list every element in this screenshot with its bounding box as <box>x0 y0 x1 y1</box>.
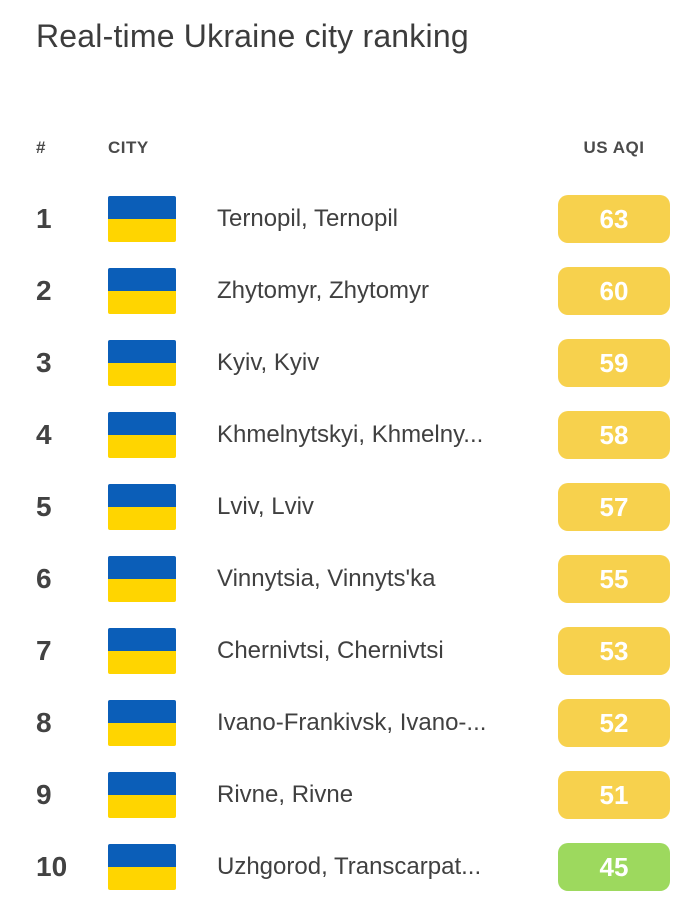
header-rank: # <box>36 138 46 157</box>
ukraine-flag-icon <box>108 484 176 530</box>
aqi-value: 60 <box>599 275 629 306</box>
page-title: Real-time Ukraine city ranking <box>36 18 469 54</box>
city-name: Zhytomyr, Zhytomyr <box>217 277 430 304</box>
flag-yellow-stripe <box>108 435 176 458</box>
ukraine-flag-icon <box>108 340 176 386</box>
ranking-list: 1 Ternopil, Ternopil 63 2 Zhytomyr, Zhyt… <box>36 195 670 891</box>
flag-blue-stripe <box>108 844 176 867</box>
flag-blue-stripe <box>108 700 176 723</box>
aqi-badge: 55 <box>558 555 670 603</box>
table-row[interactable]: 9 Rivne, Rivne 51 <box>36 771 670 819</box>
rank-number: 4 <box>36 419 52 450</box>
aqi-badge: 63 <box>558 195 670 243</box>
rank-number: 8 <box>36 707 52 738</box>
aqi-value: 63 <box>599 203 629 234</box>
table-row[interactable]: 3 Kyiv, Kyiv 59 <box>36 339 670 387</box>
flag-yellow-stripe <box>108 651 176 674</box>
city-name: Vinnytsia, Vinnyts'ka <box>217 565 436 592</box>
flag-yellow-stripe <box>108 795 176 818</box>
flag-yellow-stripe <box>108 579 176 602</box>
flag-yellow-stripe <box>108 867 176 890</box>
ukraine-flag-icon <box>108 844 176 890</box>
table-row[interactable]: 2 Zhytomyr, Zhytomyr 60 <box>36 267 670 315</box>
table-row[interactable]: 10 Uzhgorod, Transcarpat... 45 <box>36 843 670 891</box>
rank-number: 1 <box>36 203 52 234</box>
ukraine-flag-icon <box>108 700 176 746</box>
aqi-badge: 58 <box>558 411 670 459</box>
aqi-value: 51 <box>599 779 629 810</box>
table-row[interactable]: 7 Chernivtsi, Chernivtsi 53 <box>36 627 670 675</box>
table-header: # CITY US AQI <box>36 138 670 158</box>
aqi-value: 53 <box>599 635 629 666</box>
flag-yellow-stripe <box>108 507 176 530</box>
ukraine-flag-icon <box>108 628 176 674</box>
table-row[interactable]: 5 Lviv, Lviv 57 <box>36 483 670 531</box>
aqi-value: 45 <box>599 851 629 882</box>
rank-number: 5 <box>36 491 52 522</box>
rank-number: 7 <box>36 635 52 666</box>
aqi-value: 58 <box>599 419 629 450</box>
flag-blue-stripe <box>108 268 176 291</box>
aqi-badge: 52 <box>558 699 670 747</box>
flag-blue-stripe <box>108 772 176 795</box>
rank-number: 3 <box>36 347 52 378</box>
flag-yellow-stripe <box>108 219 176 242</box>
aqi-badge: 53 <box>558 627 670 675</box>
flag-blue-stripe <box>108 196 176 219</box>
aqi-value: 59 <box>599 347 629 378</box>
flag-blue-stripe <box>108 412 176 435</box>
rank-number: 2 <box>36 275 52 306</box>
header-city: CITY <box>108 138 149 157</box>
aqi-badge: 59 <box>558 339 670 387</box>
aqi-badge: 45 <box>558 843 670 891</box>
city-name: Rivne, Rivne <box>217 781 354 808</box>
flag-blue-stripe <box>108 628 176 651</box>
city-name: Lviv, Lviv <box>217 493 314 520</box>
city-name: Khmelnytskyi, Khmelny... <box>217 421 484 448</box>
aqi-value: 52 <box>599 707 629 738</box>
ukraine-flag-icon <box>108 268 176 314</box>
flag-blue-stripe <box>108 484 176 507</box>
aqi-value: 55 <box>599 563 629 594</box>
city-name: Ivano-Frankivsk, Ivano-... <box>217 709 487 736</box>
city-name: Ternopil, Ternopil <box>217 205 398 232</box>
header-us-aqi: US AQI <box>583 138 645 157</box>
flag-yellow-stripe <box>108 363 176 386</box>
rank-number: 10 <box>36 851 68 882</box>
aqi-badge: 57 <box>558 483 670 531</box>
flag-yellow-stripe <box>108 723 176 746</box>
flag-blue-stripe <box>108 340 176 363</box>
aqi-value: 57 <box>599 491 629 522</box>
ukraine-flag-icon <box>108 772 176 818</box>
table-row[interactable]: 1 Ternopil, Ternopil 63 <box>36 195 670 243</box>
ukraine-flag-icon <box>108 556 176 602</box>
city-name: Chernivtsi, Chernivtsi <box>217 637 444 664</box>
city-name: Uzhgorod, Transcarpat... <box>217 853 482 880</box>
ukraine-flag-icon <box>108 412 176 458</box>
aqi-badge: 60 <box>558 267 670 315</box>
flag-blue-stripe <box>108 556 176 579</box>
aqi-badge: 51 <box>558 771 670 819</box>
rank-number: 9 <box>36 779 52 810</box>
city-name: Kyiv, Kyiv <box>217 349 320 376</box>
table-row[interactable]: 8 Ivano-Frankivsk, Ivano-... 52 <box>36 699 670 747</box>
table-row[interactable]: 4 Khmelnytskyi, Khmelny... 58 <box>36 411 670 459</box>
table-row[interactable]: 6 Vinnytsia, Vinnyts'ka 55 <box>36 555 670 603</box>
rank-number: 6 <box>36 563 52 594</box>
ukraine-flag-icon <box>108 196 176 242</box>
flag-yellow-stripe <box>108 291 176 314</box>
